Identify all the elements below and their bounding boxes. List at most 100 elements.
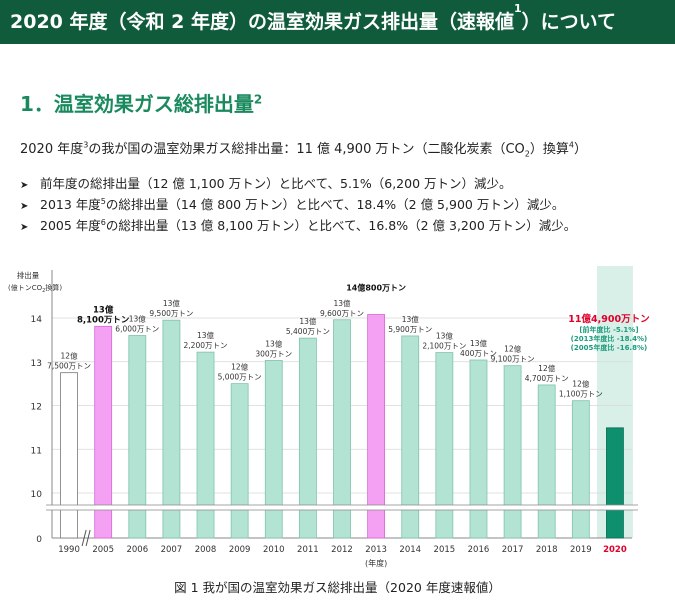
bar-2012 bbox=[333, 319, 351, 539]
data-label: 12億 bbox=[61, 351, 79, 361]
bullet-post: の総排出量（14 億 800 万トン）と比べて、18.4%（2 億 5,900 … bbox=[105, 197, 565, 213]
data-label: 300万トン bbox=[255, 349, 292, 358]
y-axis-title: 排出量 bbox=[17, 270, 40, 280]
bar-2011 bbox=[298, 337, 317, 539]
data-label: 2,200万トン bbox=[184, 341, 228, 350]
data-label: 12億 bbox=[504, 344, 522, 354]
x-tick-label: 1990 bbox=[58, 545, 80, 555]
bar-2016 bbox=[469, 359, 488, 539]
chart-axis-titles: 排出量 (億トンCO2換算) (年度) bbox=[8, 270, 387, 568]
data-label: 12億 bbox=[572, 379, 590, 389]
data-label: 5,900万トン bbox=[388, 325, 432, 334]
data-label: 13億 bbox=[129, 314, 147, 324]
header-title-post: ）について bbox=[521, 11, 617, 33]
data-label: 2,100万トン bbox=[422, 342, 466, 351]
page-header-banner: 2020 年度（令和 2 年度）の温室効果ガス排出量（速報値1）について bbox=[0, 0, 675, 44]
header-title-pre: 2020 年度（令和 2 年度）の温室効果ガス排出量（速報値 bbox=[10, 11, 514, 33]
x-tick-label: 2005 bbox=[92, 545, 114, 555]
data-label-current-note: [前年度比 -5.1%] bbox=[579, 325, 638, 334]
figure-caption: 図 1 我が国の温室効果ガス総排出量（2020 年度速報値） bbox=[174, 580, 501, 595]
comparison-item: ➤ 2005 年度6の総排出量（13 億 8,100 万トン）と比べて、16.8%… bbox=[20, 212, 576, 233]
x-tick-label: 2014 bbox=[399, 545, 421, 555]
chart-y-ticks: 14 13 12 11 10 0 bbox=[31, 315, 43, 545]
header-title-footnote: 1 bbox=[513, 2, 522, 15]
x-tick-label: 2020 bbox=[603, 545, 627, 555]
data-label: 8,100万トン bbox=[77, 315, 130, 325]
y-tick-label: 10 bbox=[31, 490, 43, 500]
data-label-current-note: (2013年度比 -18.4%) bbox=[571, 334, 648, 343]
y-axis-unit: (億トンCO2換算) bbox=[8, 283, 62, 294]
y-tick-label: 11 bbox=[31, 446, 42, 456]
x-tick-label: 2009 bbox=[229, 545, 251, 555]
data-label: 13億 bbox=[333, 298, 351, 308]
x-axis-break-slash bbox=[81, 529, 87, 547]
bar-1990 bbox=[60, 372, 78, 539]
lead-footnote-2: 4 bbox=[568, 140, 574, 150]
total-emissions-summary: 2020 年度3の我が国の温室効果ガス総排出量：11 億 4,900 万トン（二… bbox=[20, 138, 587, 159]
lead-part3: ）換算 bbox=[529, 142, 569, 157]
x-tick-label: 2017 bbox=[502, 545, 524, 555]
lead-part2: の我が国の温室効果ガス総排出量：11 億 4,900 万トン（二酸化炭素（CO bbox=[88, 142, 525, 157]
bar-2017 bbox=[503, 365, 522, 539]
bar-2014 bbox=[401, 335, 420, 539]
x-tick-label: 2019 bbox=[570, 545, 592, 555]
axis-break-marker bbox=[46, 504, 638, 547]
data-label-current-note: (2005年度比 -16.8%) bbox=[571, 343, 648, 352]
y-tick-label: 0 bbox=[36, 535, 42, 545]
y-tick-label: 13 bbox=[31, 359, 42, 369]
bar-2007 bbox=[162, 319, 181, 539]
data-label: 5,400万トン bbox=[286, 327, 330, 336]
data-label: 9,500万トン bbox=[149, 309, 193, 318]
section-heading: 1．温室効果ガス総排出量2 bbox=[20, 88, 262, 117]
data-label: 13億 bbox=[93, 304, 114, 315]
data-label: 7,500万トン bbox=[47, 362, 91, 371]
bullet-footnote: 6 bbox=[100, 218, 106, 227]
bullet-pre: 2013 年度 bbox=[40, 197, 101, 213]
data-label: 13億 bbox=[163, 298, 181, 308]
arrow-bullet-icon: ➤ bbox=[20, 180, 29, 192]
lead-part1: 2020 年度 bbox=[20, 142, 84, 157]
data-label: 9,100万トン bbox=[491, 355, 535, 364]
axis-break-gap bbox=[46, 505, 638, 510]
data-label: 5,000万トン bbox=[218, 373, 262, 382]
bullet-pre: 2005 年度 bbox=[40, 218, 101, 234]
chart-bars bbox=[60, 314, 624, 539]
data-label: 13億 bbox=[265, 338, 283, 348]
arrow-bullet-icon: ➤ bbox=[20, 201, 29, 213]
data-label: 400万トン bbox=[460, 349, 497, 358]
bar-2005 bbox=[94, 325, 113, 539]
data-label: 4,700万トン bbox=[525, 374, 569, 383]
data-label: 13億 bbox=[299, 316, 317, 326]
bar-2019 bbox=[571, 400, 590, 539]
bar-2006 bbox=[128, 335, 147, 539]
bar-2018 bbox=[537, 384, 556, 539]
data-label: 1,100万トン bbox=[559, 390, 603, 399]
bullet-post: の総排出量（13 億 8,100 万トン）と比べて、16.8%（2 億 3,20… bbox=[105, 218, 577, 234]
x-axis-title: (年度) bbox=[365, 558, 387, 568]
data-label: 6,000万トン bbox=[115, 325, 159, 334]
x-tick-label: 2018 bbox=[536, 545, 558, 555]
lead-footnote-1: 3 bbox=[83, 140, 89, 150]
x-tick-label: 2010 bbox=[263, 545, 285, 555]
x-axis-break-slash bbox=[85, 529, 91, 547]
section-footnote: 2 bbox=[253, 92, 263, 107]
x-tick-label: 2011 bbox=[297, 545, 319, 555]
data-label: 13億 bbox=[470, 338, 488, 348]
x-tick-label: 2015 bbox=[434, 545, 456, 555]
bar-2020 bbox=[606, 427, 624, 539]
lead-part4: ） bbox=[573, 142, 587, 157]
bullet-footnote: 5 bbox=[100, 197, 106, 206]
x-tick-label: 2013 bbox=[365, 545, 387, 555]
bar-2008 bbox=[196, 351, 215, 539]
x-tick-label: 2008 bbox=[195, 545, 217, 555]
arrow-bullet-icon: ➤ bbox=[20, 222, 29, 234]
y-tick-label: 12 bbox=[31, 403, 42, 413]
data-label: 12億 bbox=[538, 363, 556, 373]
bar-2010 bbox=[264, 360, 283, 539]
x-tick-label: 2006 bbox=[126, 545, 148, 555]
bullet-pre: 前年度の総排出量（12 億 1,100 万トン）と比べて、5.1%（6,200 … bbox=[40, 176, 512, 192]
comparison-item: ➤ 2013 年度5の総排出量（14 億 800 万トン）と比べて、18.4%（2… bbox=[20, 191, 576, 212]
comparison-item: ➤ 前年度の総排出量（12 億 1,100 万トン）と比べて、5.1%（6,200… bbox=[20, 170, 576, 191]
